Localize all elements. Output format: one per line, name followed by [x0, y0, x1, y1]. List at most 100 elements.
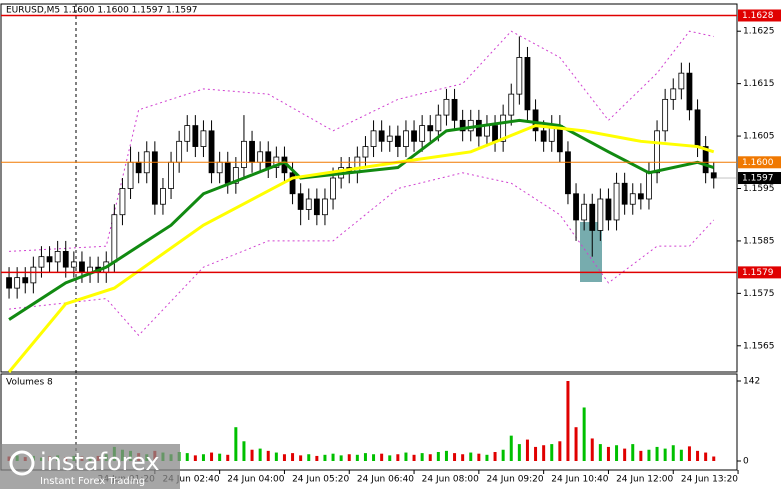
candle-body [621, 182, 628, 205]
candle-body [208, 130, 215, 174]
y-tick-label: 1.1605 [743, 132, 775, 142]
candle-body [135, 161, 142, 174]
candle-body [200, 130, 207, 147]
candle-body [322, 198, 328, 216]
x-tick-label: 24 Jun 10:40 [551, 475, 608, 485]
candle-body [508, 93, 515, 116]
candle-body [70, 261, 77, 268]
volume-frame [0, 373, 738, 471]
level-label: 1.1628 [742, 11, 774, 21]
volume-title: Volumes 8 [6, 378, 53, 388]
candle-body [443, 98, 450, 116]
candle-body [249, 140, 255, 163]
x-tick-label: 24 Jun 13:20 [681, 475, 738, 485]
candle-body [111, 214, 118, 263]
candle-body [459, 119, 466, 132]
candle-body [451, 98, 458, 121]
candle-body [646, 172, 652, 200]
candle-body [192, 125, 199, 147]
level-label-bg [738, 9, 781, 22]
x-tick-label: 24 Jun 08:00 [422, 475, 479, 485]
x-tick-label: 24 Jun 12:00 [616, 475, 673, 485]
candle-body [257, 151, 264, 163]
candle-body [492, 125, 498, 142]
watermark: instaforex Instant Forex Trading [0, 444, 180, 489]
y-tick-label: 1.1565 [743, 341, 775, 351]
x-tick-label: 24 Jun 05:20 [292, 475, 349, 485]
candle-body [30, 266, 37, 284]
volume-tick-label: 0 [743, 457, 749, 467]
candle-body [362, 146, 369, 158]
candle-body [654, 130, 660, 174]
candle-body [678, 72, 685, 90]
candle-body [524, 57, 531, 111]
candle-body [710, 172, 717, 179]
y-tick-label: 1.1595 [743, 184, 775, 194]
candle-body [38, 256, 45, 268]
watermark-bg [0, 444, 180, 489]
candle-body [176, 140, 183, 163]
candle-body [540, 130, 547, 142]
candle-body [216, 161, 223, 174]
moving-average [7, 124, 715, 373]
watermark-brand: instaforex [40, 448, 160, 476]
candle-body [419, 125, 426, 142]
candle-body [565, 151, 571, 195]
volume-tick-label: 142 [743, 377, 760, 387]
candle-body [313, 198, 320, 216]
candle-body [297, 193, 304, 210]
candle-body [79, 261, 85, 273]
candle-body [160, 188, 166, 205]
level-label: 1.1579 [742, 268, 774, 278]
candle-body [119, 188, 126, 216]
candle-body [6, 277, 12, 289]
plot: 1.1625 1.1615 1.1605 1.1595 1.1585 1.1575 1.15… [1, 9, 781, 485]
last-price-bg [738, 172, 781, 185]
y-tick-label: 1.1615 [743, 79, 775, 89]
candle-body [613, 182, 620, 221]
level-label-bg [738, 156, 781, 169]
x-tick-label: 24 Jun 06:40 [357, 475, 414, 485]
chart-header: EURUSD,M5 1.1600 1.1600 1.1597 1.1597 [6, 6, 198, 16]
candle-body [694, 109, 701, 147]
candle-body [151, 151, 158, 205]
moving-average [8, 118, 715, 321]
x-tick-label: 24 Jun 02:40 [162, 475, 219, 485]
x-tick-label: 24 Jun 09:20 [486, 475, 543, 485]
watermark-tagline: Instant Forex Trading [40, 476, 145, 487]
y-tick-label: 1.1575 [743, 289, 775, 299]
candle-body [702, 146, 709, 174]
candle-body [168, 161, 174, 189]
candle-body [484, 125, 490, 137]
y-tick-label: 1.1625 [743, 27, 775, 37]
candle-body [411, 130, 417, 142]
candle-body [629, 193, 636, 205]
y-tick-label: 1.1585 [743, 236, 775, 246]
band-line [9, 30, 714, 252]
candle-body [62, 251, 69, 268]
candle-body [22, 277, 29, 284]
level-label-bg [738, 266, 781, 279]
candle-body [14, 277, 21, 289]
watermark-logo [9, 450, 35, 476]
candle-body [686, 72, 693, 111]
candle-body [241, 140, 247, 168]
candle-body [46, 256, 53, 263]
candle-body [516, 57, 523, 95]
candle-body [589, 203, 596, 231]
candle-body [500, 114, 507, 142]
highlight-box [580, 222, 602, 282]
candle-body [54, 251, 61, 263]
candle-body [265, 151, 272, 168]
candle-body [475, 119, 482, 137]
candle-body [597, 198, 604, 231]
candle-body [370, 130, 377, 147]
level-label: 1.1600 [742, 158, 774, 168]
candle-body [662, 98, 669, 132]
candle-body [581, 203, 588, 221]
candle-body [435, 114, 442, 132]
last-price-label: 1.1597 [742, 174, 774, 184]
candle-body [330, 177, 336, 200]
